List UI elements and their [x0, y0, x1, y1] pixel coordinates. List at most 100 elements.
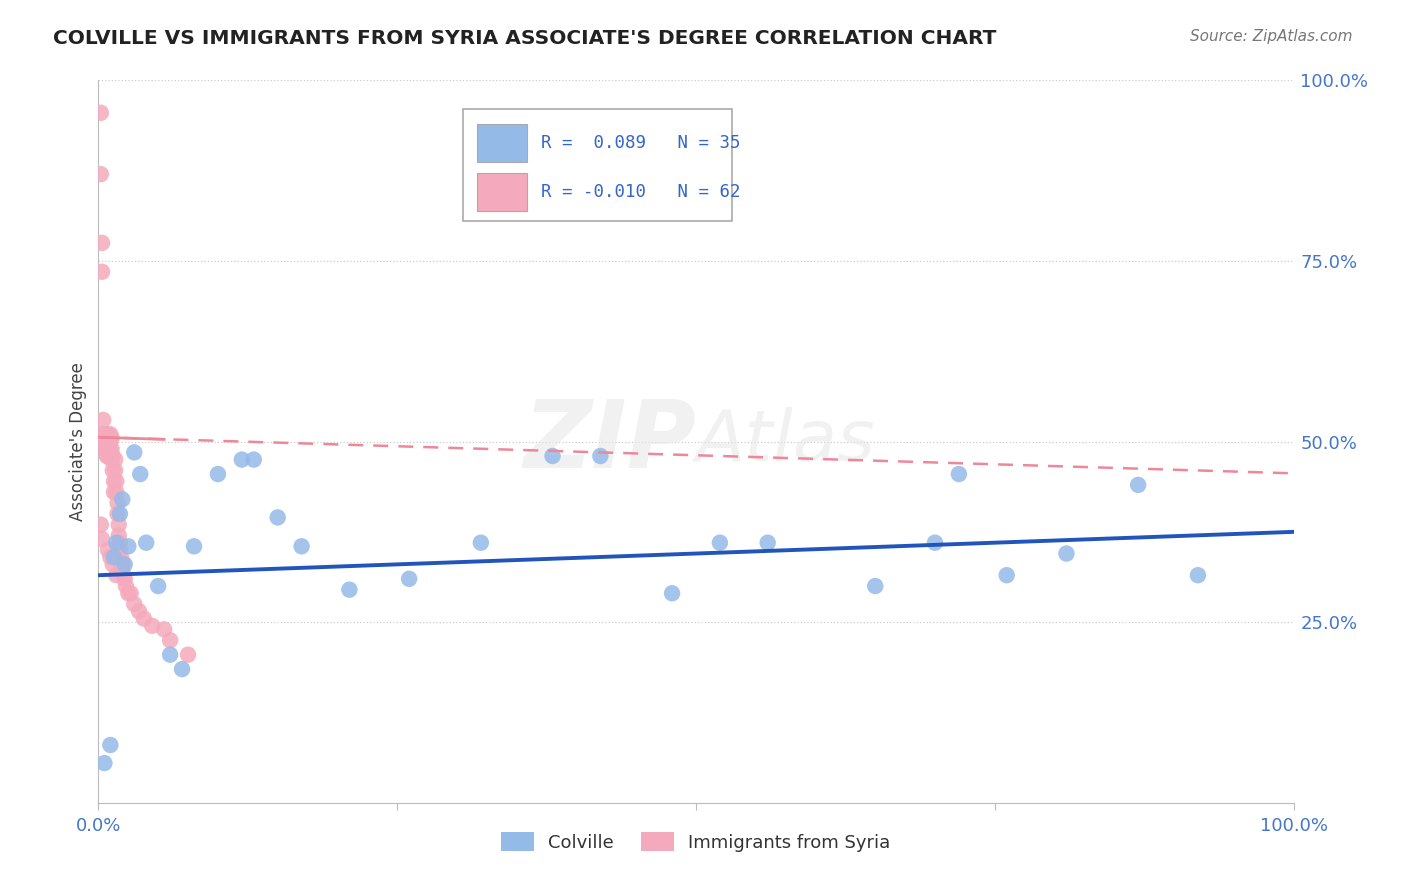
Point	[107, 507, 129, 521]
Point	[90, 167, 112, 181]
Point	[100, 431, 122, 445]
Point	[177, 648, 200, 662]
Point	[93, 756, 115, 770]
Point	[339, 582, 361, 597]
Point	[93, 434, 115, 449]
Point	[98, 550, 122, 565]
Point	[97, 542, 120, 557]
Point	[1128, 478, 1150, 492]
Point	[709, 535, 731, 549]
Point	[90, 517, 112, 532]
Point	[267, 510, 290, 524]
Text: ZIP: ZIP	[523, 395, 696, 488]
Point	[995, 568, 1018, 582]
FancyBboxPatch shape	[477, 124, 527, 162]
Point	[112, 568, 135, 582]
Point	[111, 558, 134, 572]
Point	[98, 449, 122, 463]
Text: R =  0.089   N = 35: R = 0.089 N = 35	[541, 134, 740, 153]
Point	[207, 467, 229, 481]
Point	[94, 427, 117, 442]
Point	[1187, 568, 1209, 582]
Point	[111, 565, 134, 579]
Text: COLVILLE VS IMMIGRANTS FROM SYRIA ASSOCIATE'S DEGREE CORRELATION CHART: COLVILLE VS IMMIGRANTS FROM SYRIA ASSOCI…	[53, 29, 997, 47]
Point	[104, 463, 127, 477]
Point	[98, 434, 122, 449]
Point	[91, 427, 114, 442]
Point	[98, 427, 122, 442]
FancyBboxPatch shape	[463, 109, 733, 221]
Point	[114, 558, 136, 572]
Point	[103, 550, 125, 565]
Point	[243, 452, 266, 467]
Point	[94, 434, 117, 449]
Point	[470, 535, 492, 549]
Point	[117, 539, 139, 553]
Point	[141, 619, 163, 633]
Point	[91, 413, 114, 427]
Point	[231, 452, 253, 467]
Point	[1056, 547, 1078, 561]
Point	[105, 485, 128, 500]
Point	[153, 623, 176, 637]
Point	[865, 579, 887, 593]
Text: Source: ZipAtlas.com: Source: ZipAtlas.com	[1189, 29, 1353, 44]
Point	[104, 452, 127, 467]
Point	[93, 427, 115, 442]
Point	[148, 579, 170, 593]
Point	[101, 463, 124, 477]
Point	[111, 492, 134, 507]
Point	[107, 528, 129, 542]
Point	[98, 431, 121, 445]
Point	[103, 485, 125, 500]
Point	[541, 449, 564, 463]
Point	[115, 579, 138, 593]
Point	[110, 550, 132, 565]
Point	[103, 475, 125, 489]
Point	[97, 427, 120, 442]
Point	[100, 442, 122, 456]
Point	[101, 449, 124, 463]
Point	[91, 265, 114, 279]
Point	[661, 586, 683, 600]
Point	[172, 662, 194, 676]
Text: R = -0.010   N = 62: R = -0.010 N = 62	[541, 183, 740, 202]
Point	[98, 738, 122, 752]
Point	[105, 535, 128, 549]
Point	[91, 532, 114, 546]
Point	[291, 539, 314, 553]
Point	[100, 452, 122, 467]
Point	[120, 586, 142, 600]
Point	[105, 568, 128, 582]
Point	[96, 449, 118, 463]
Point	[135, 535, 157, 549]
Point	[101, 558, 124, 572]
Point	[589, 449, 612, 463]
Point	[948, 467, 970, 481]
Point	[398, 572, 420, 586]
FancyBboxPatch shape	[477, 173, 527, 211]
Point	[107, 496, 129, 510]
Point	[108, 535, 131, 549]
Point	[183, 539, 205, 553]
Point	[124, 445, 146, 459]
Point	[924, 535, 946, 549]
Point	[114, 572, 136, 586]
Legend: Colville, Immigrants from Syria: Colville, Immigrants from Syria	[495, 825, 897, 859]
Point	[124, 597, 146, 611]
Point	[97, 449, 120, 463]
Point	[107, 517, 129, 532]
Y-axis label: Associate's Degree: Associate's Degree	[69, 362, 87, 521]
Point	[105, 475, 128, 489]
Point	[96, 434, 118, 449]
Point	[96, 427, 118, 442]
Point	[129, 467, 152, 481]
Point	[91, 235, 114, 250]
Point	[97, 438, 120, 452]
Point	[110, 558, 132, 572]
Point	[132, 611, 155, 625]
Point	[756, 535, 779, 549]
Point	[159, 633, 181, 648]
Point	[94, 442, 117, 456]
Text: Atlas: Atlas	[696, 407, 876, 476]
